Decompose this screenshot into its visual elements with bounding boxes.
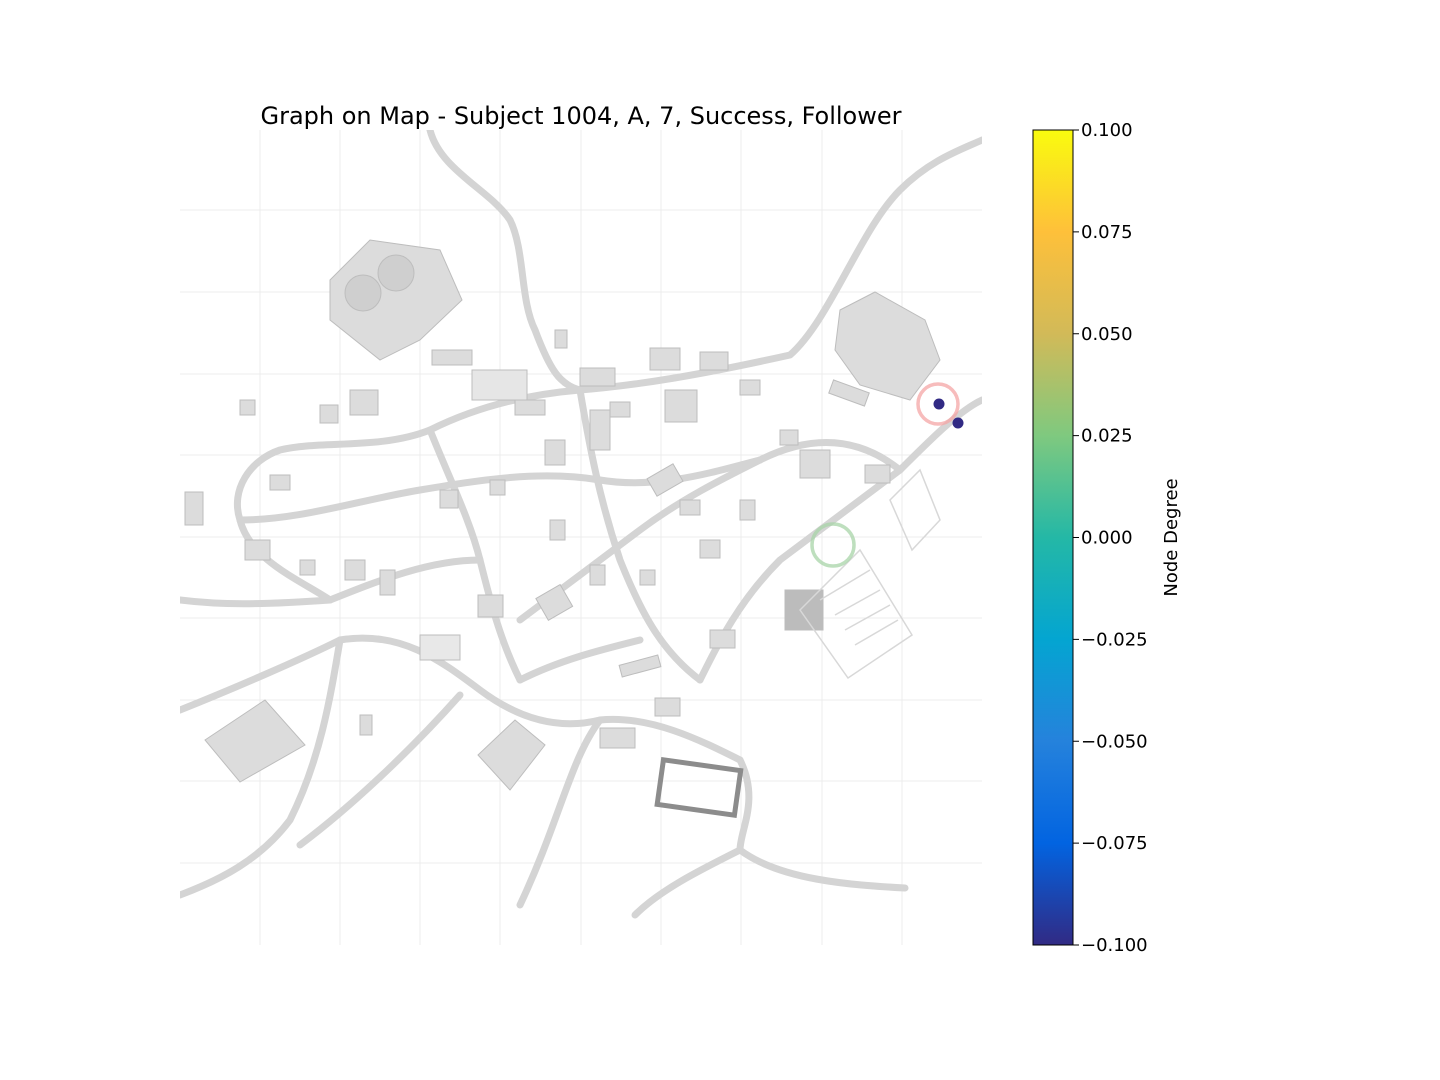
goal-circle [810, 522, 856, 568]
colorbar: 0.100 0.075 0.050 0.025 0.000 −0.025 −0.050 −0.… [1032, 120, 1182, 956]
map-buildings [184, 239, 941, 819]
colorbar-tick-label: 0.100 [1081, 120, 1133, 141]
colorbar-tick-label: 0.075 [1081, 222, 1133, 243]
colorbar-tick-label: 0.050 [1081, 324, 1133, 345]
map-area [180, 130, 982, 945]
colorbar-tick-label: −0.050 [1081, 731, 1148, 752]
colorbar-gradient [1032, 129, 1074, 946]
colorbar-tick-label: 0.000 [1081, 528, 1133, 549]
graph-node [952, 417, 964, 429]
chart-title: Graph on Map - Subject 1004, A, 7, Succe… [260, 102, 901, 130]
start-circle [916, 382, 960, 426]
colorbar-ticks: 0.100 0.075 0.050 0.025 0.000 −0.025 −0.050 −0.… [1073, 120, 1148, 956]
colorbar-tick-label: −0.025 [1081, 629, 1148, 650]
map-roads [180, 130, 982, 919]
colorbar-tick-label: 0.025 [1081, 426, 1133, 447]
colorbar-tick-label: −0.100 [1081, 935, 1148, 956]
map-field [799, 468, 941, 680]
colorbar-label: Node Degree [1161, 478, 1182, 596]
colorbar-tick-label: −0.075 [1081, 833, 1148, 854]
graph-node [933, 398, 945, 410]
